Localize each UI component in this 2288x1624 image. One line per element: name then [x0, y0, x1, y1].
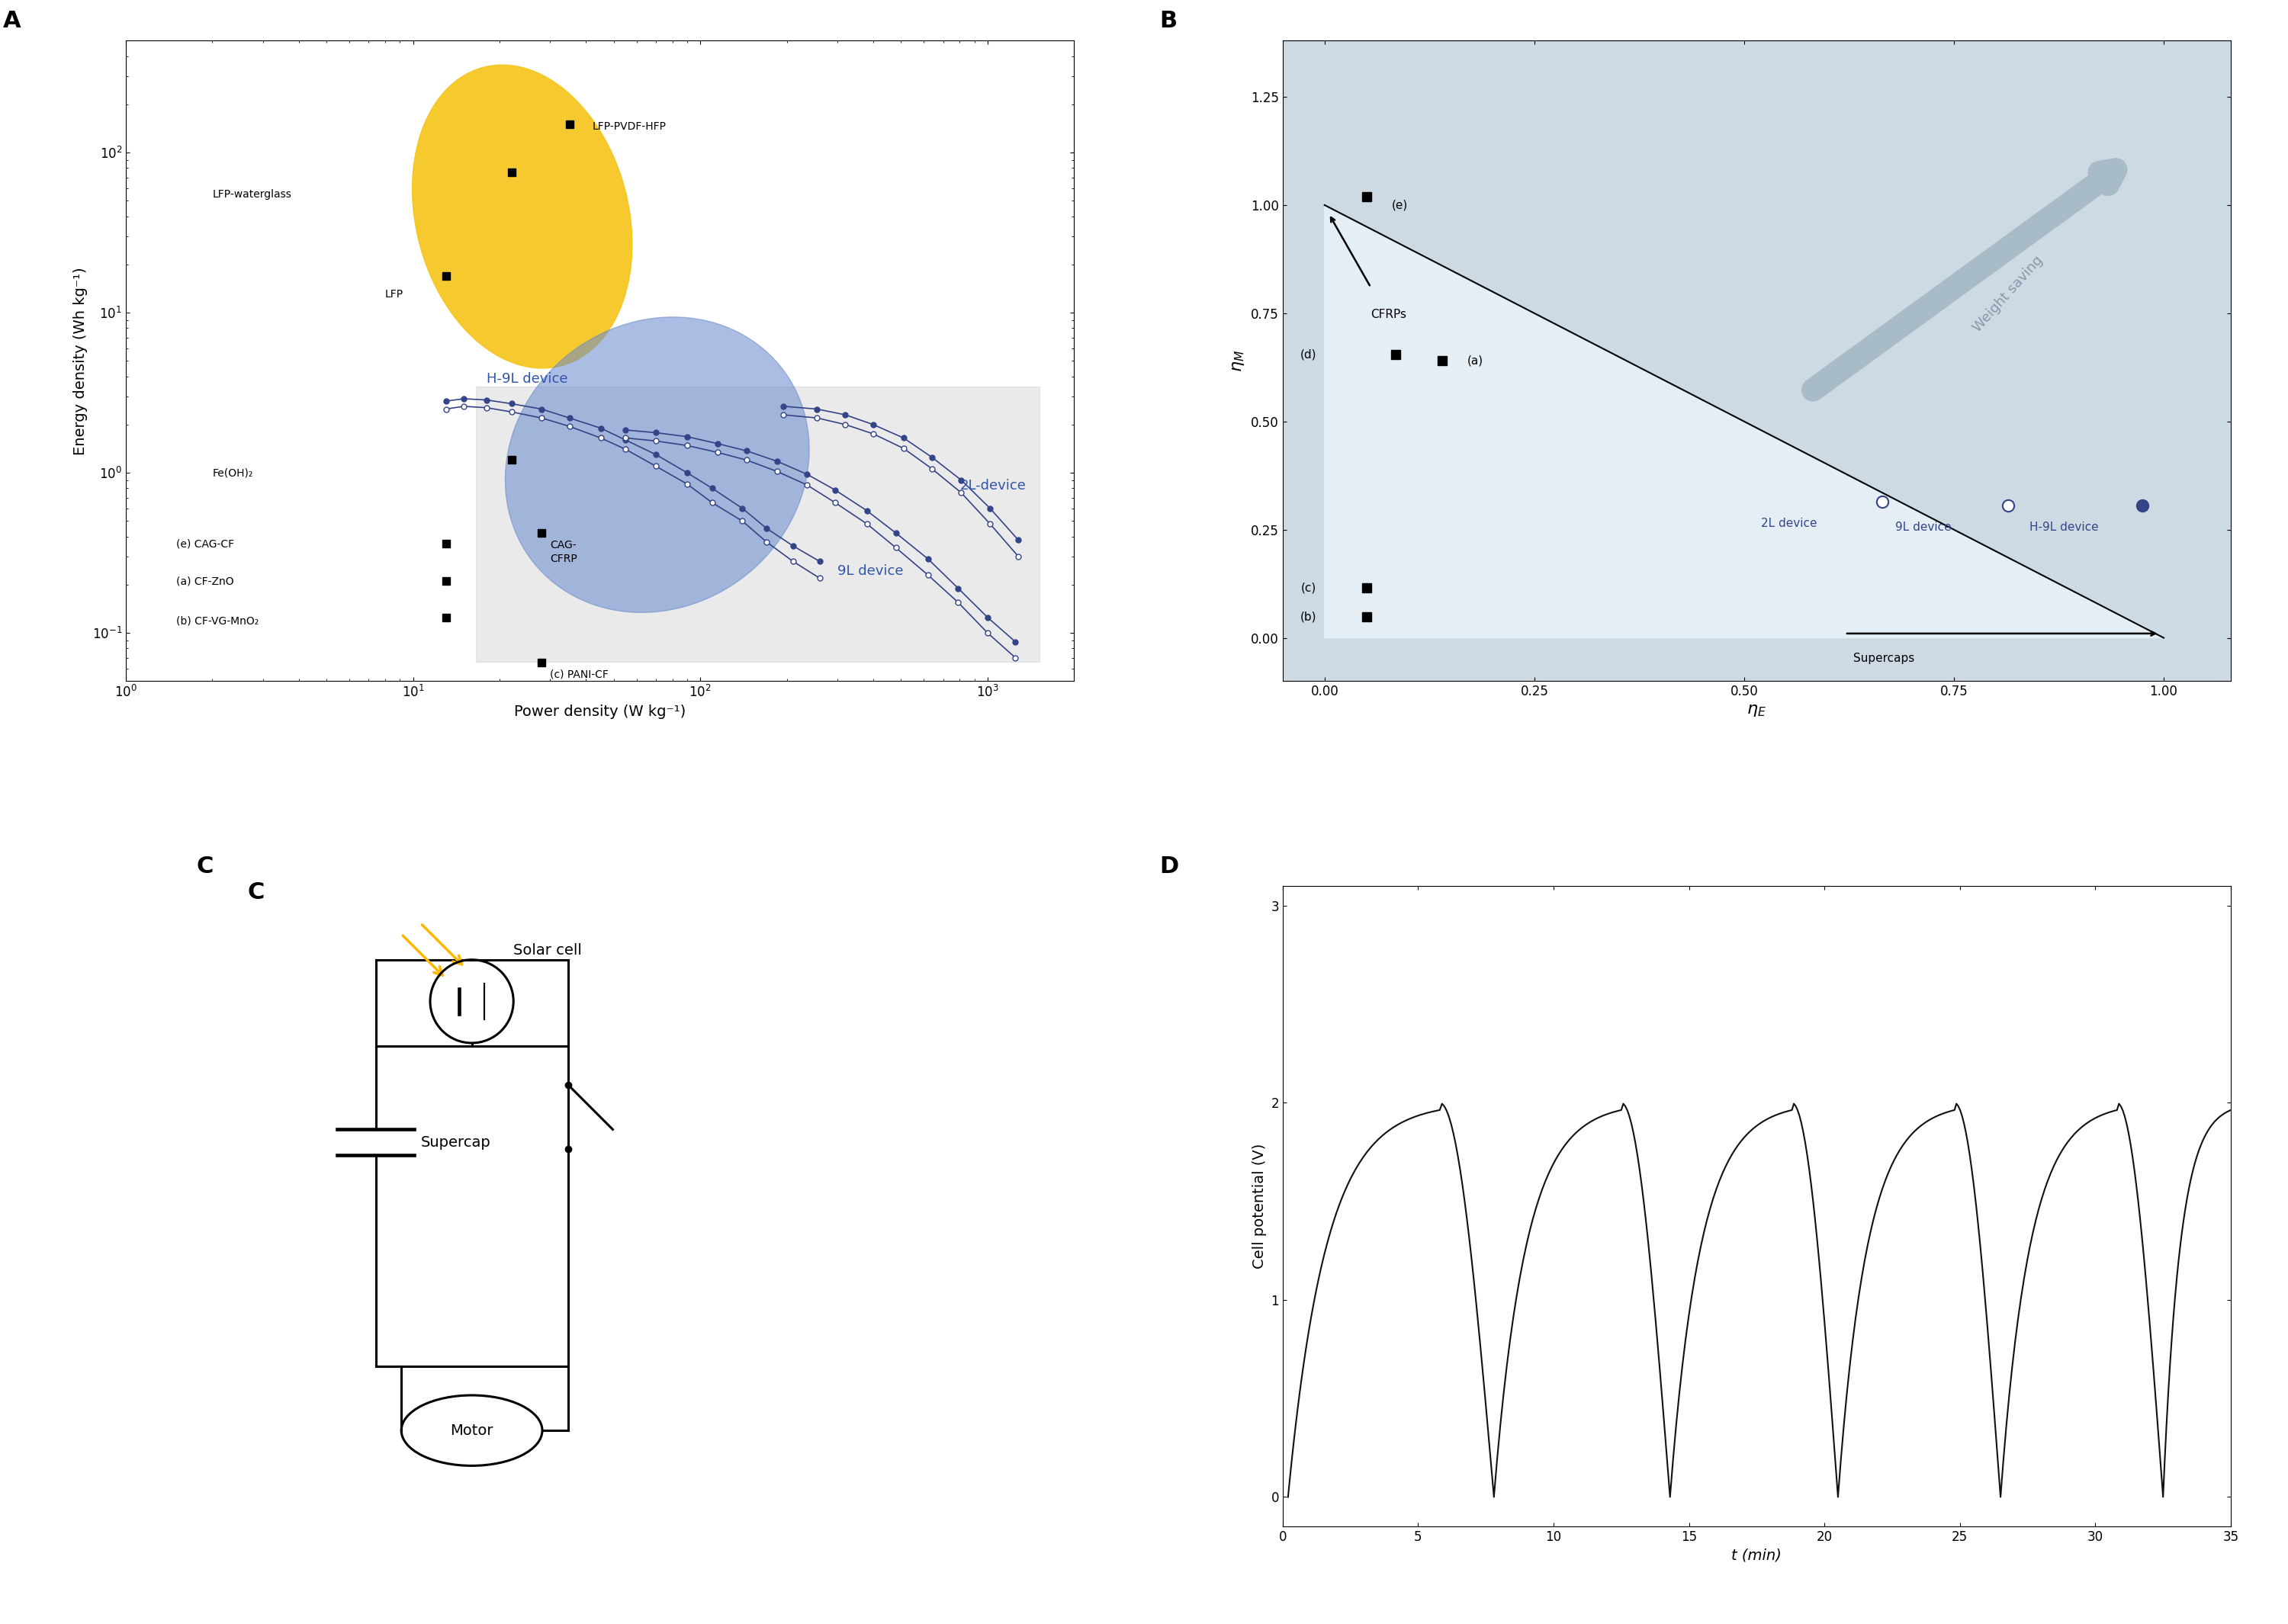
Text: (c): (c): [1302, 583, 1316, 594]
Text: Fe(OH)₂: Fe(OH)₂: [213, 468, 254, 477]
Polygon shape: [1284, 41, 2231, 680]
Text: (b) CF-VG-MnO₂: (b) CF-VG-MnO₂: [176, 615, 259, 627]
Text: 2L-device: 2L-device: [959, 479, 1025, 492]
Bar: [476, 387, 1039, 661]
Text: C: C: [247, 882, 265, 903]
Text: H-9L device: H-9L device: [2029, 521, 2098, 533]
Text: CAG-
CFRP: CAG- CFRP: [549, 541, 577, 564]
Text: A: A: [2, 10, 21, 32]
Text: 2 cm: 2 cm: [906, 1445, 938, 1460]
Text: Supercapacitor hull: Supercapacitor hull: [723, 1458, 867, 1471]
Text: (d): (d): [1300, 349, 1316, 361]
X-axis label: $\eta_E$: $\eta_E$: [1746, 703, 1766, 718]
Text: LFP: LFP: [384, 289, 403, 300]
Text: D: D: [1160, 856, 1178, 879]
Text: Solar cell: Solar cell: [513, 944, 581, 958]
Text: 9L device: 9L device: [837, 565, 904, 578]
Text: H-9L device: H-9L device: [487, 372, 567, 385]
Text: (c) PANI-CF: (c) PANI-CF: [549, 669, 609, 680]
Text: (a) CF-ZnO: (a) CF-ZnO: [176, 577, 233, 586]
X-axis label: t (min): t (min): [1732, 1548, 1782, 1562]
Text: C: C: [197, 856, 213, 879]
Text: (b): (b): [1300, 611, 1316, 622]
Y-axis label: Energy density (Wh kg⁻¹): Energy density (Wh kg⁻¹): [73, 266, 87, 455]
Text: 2L device: 2L device: [1762, 518, 1817, 529]
Text: (a): (a): [1467, 356, 1483, 367]
Polygon shape: [506, 317, 810, 612]
Text: (e): (e): [1391, 200, 1407, 211]
Text: LFP-PVDF-HFP: LFP-PVDF-HFP: [593, 122, 666, 132]
Text: Weight saving: Weight saving: [1970, 253, 2045, 335]
Y-axis label: Cell potential (V): Cell potential (V): [1252, 1143, 1268, 1268]
Text: Supercaps: Supercaps: [1853, 653, 1915, 664]
Text: 9L device: 9L device: [1894, 521, 1952, 533]
Text: B: B: [1160, 10, 1176, 32]
Text: Motor: Motor: [451, 1423, 494, 1437]
Text: CFRPs: CFRPs: [1371, 309, 1407, 320]
Text: Supercap: Supercap: [421, 1135, 490, 1150]
X-axis label: Power density (W kg⁻¹): Power density (W kg⁻¹): [515, 705, 686, 719]
Polygon shape: [412, 65, 631, 369]
Text: (e) CAG-CF: (e) CAG-CF: [176, 539, 233, 549]
Y-axis label: $\eta_M$: $\eta_M$: [1231, 349, 1247, 372]
Polygon shape: [1325, 205, 2164, 638]
Text: LFP-waterglass: LFP-waterglass: [213, 188, 291, 200]
